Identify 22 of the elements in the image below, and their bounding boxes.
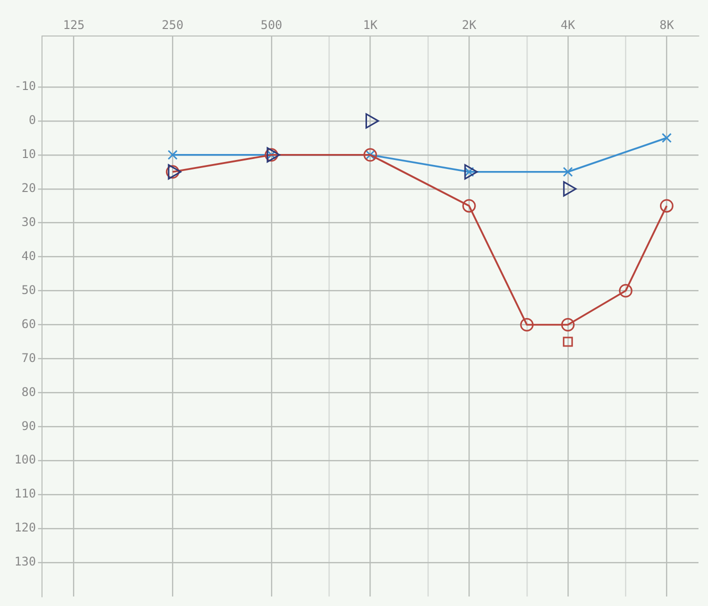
y-tick-label: 30 (22, 214, 36, 229)
y-tick-label: 60 (22, 316, 36, 331)
y-tick-label: 50 (22, 282, 36, 297)
x-tick-label: 1K (363, 18, 378, 32)
y-tick-label: 110 (14, 486, 36, 501)
y-tick-label: 10 (22, 147, 36, 162)
x-tick-label: 500 (260, 18, 282, 32)
x-tick-label: 8K (659, 18, 675, 32)
y-tick-label: 80 (22, 384, 36, 399)
y-tick-label: 100 (14, 452, 36, 467)
y-tick-label: 130 (14, 554, 36, 569)
x-tick-label: 4K (560, 18, 576, 32)
y-tick-label: 0 (28, 113, 36, 128)
y-tick-label: 90 (22, 418, 36, 433)
x-tick-label: 2K (462, 18, 478, 32)
x-tick-label: 250 (162, 18, 184, 32)
x-tick-label: 125 (62, 18, 85, 32)
y-tick-label: 120 (14, 520, 36, 535)
y-tick-label: 20 (22, 180, 36, 195)
y-tick-label: -10 (14, 79, 36, 94)
y-tick-label: 70 (22, 350, 36, 365)
y-tick-label: 40 (22, 248, 36, 263)
